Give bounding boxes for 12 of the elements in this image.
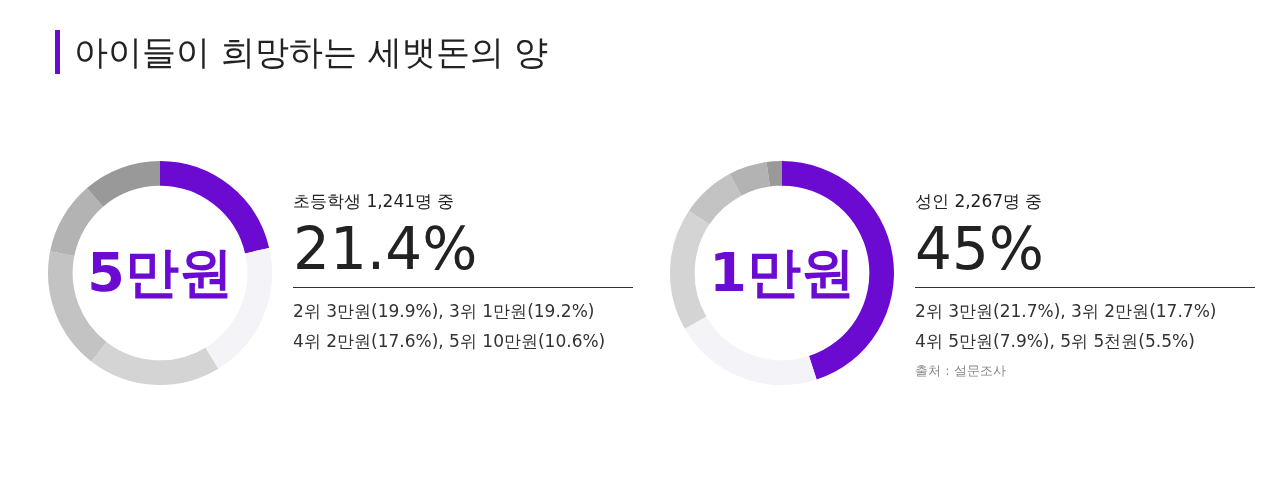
data-label: 45% [915, 213, 1255, 288]
chart-title: 아이들이 희망하는 세뱃돈의 양 [55, 30, 549, 74]
text: 4위 5만원(7.9%), 5위 5천원(5.5%) [915, 330, 1196, 353]
text: 성인 2,267명 중 [915, 190, 1044, 213]
text: 2위 3만원(19.9%), 3위 1만원(19.2%) [293, 300, 596, 323]
text: 2위 3만원(21.7%), 3위 2만원(17.7%) [915, 300, 1218, 323]
slice-label: 1만원 [708, 239, 856, 306]
slice-label: 5만원 [86, 239, 234, 306]
data-label: 21.4% [293, 213, 633, 288]
text: 4위 2만원(17.6%), 5위 10만원(10.6%) [293, 330, 607, 353]
text: 초등학생 1,241명 중 [293, 190, 456, 213]
source-note: 출처 : 설문조사 [915, 362, 1007, 380]
